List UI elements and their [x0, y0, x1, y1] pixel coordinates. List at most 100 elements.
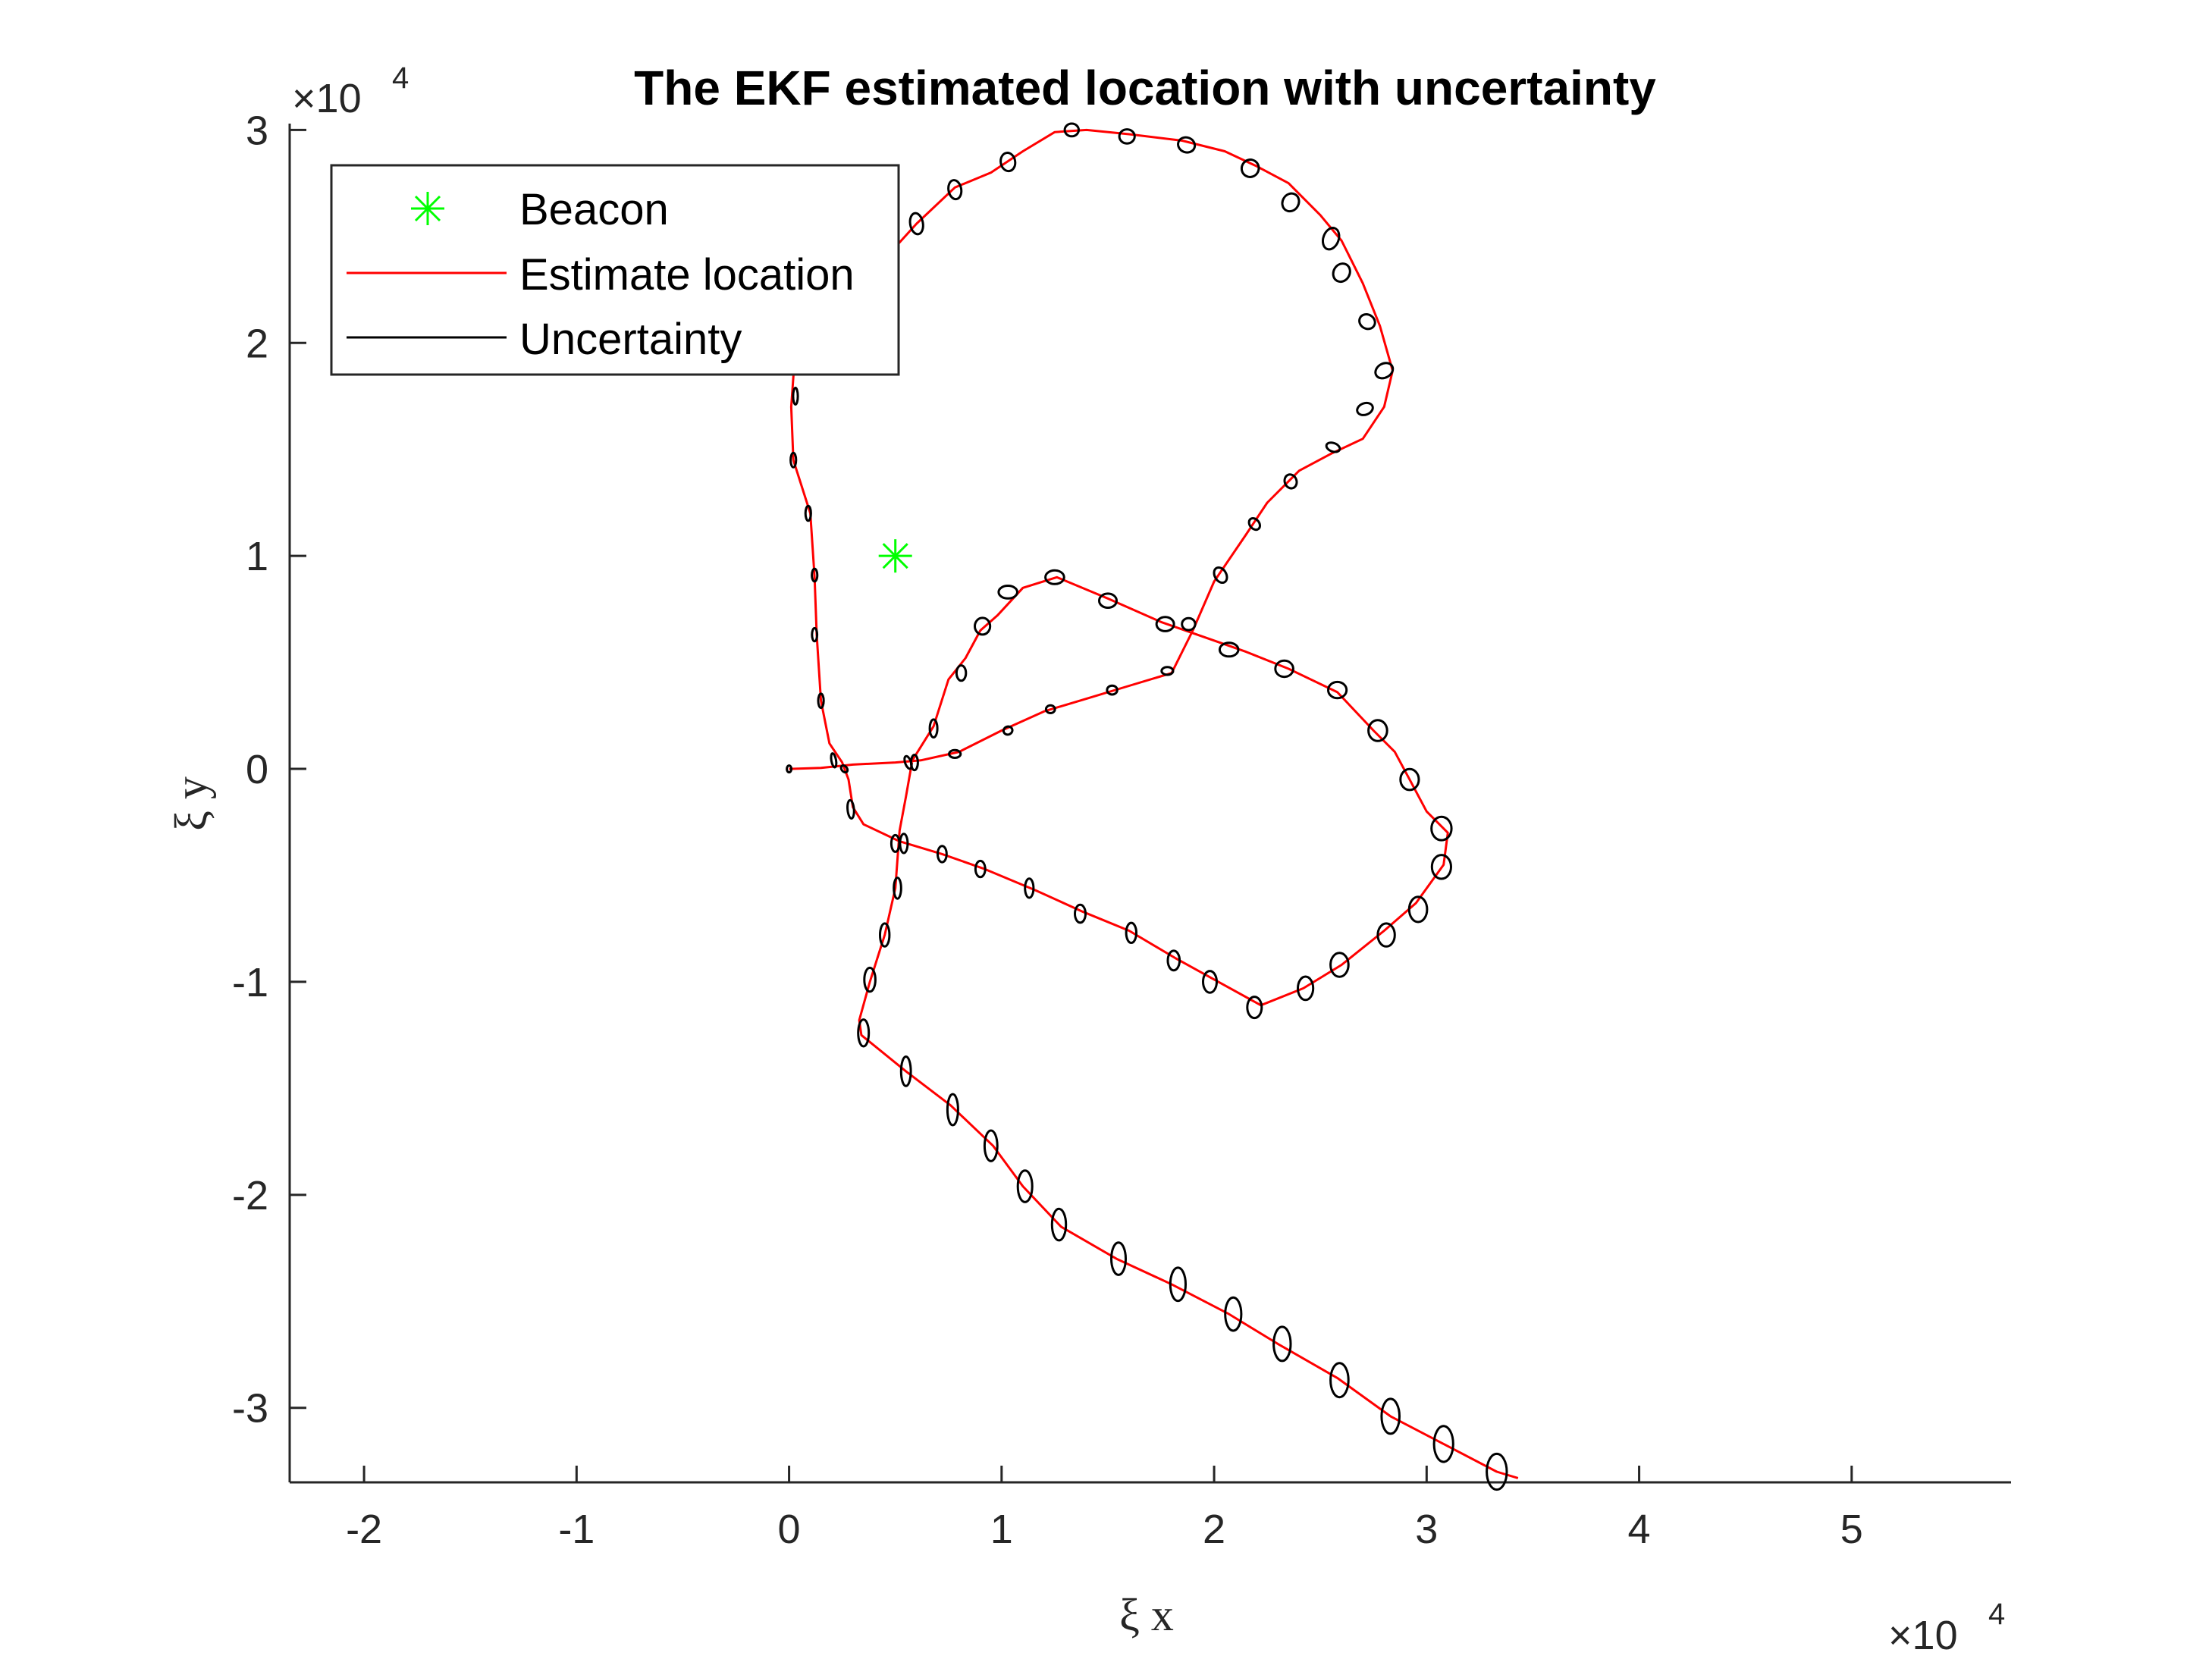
- x-tick-label: -1: [558, 1507, 595, 1552]
- uncertainty-ellipse: [893, 877, 902, 900]
- legend-box: [330, 164, 900, 376]
- uncertainty-ellipse: [1374, 362, 1395, 380]
- y-tick-label: -3: [232, 1386, 268, 1432]
- x-ticks: -2 -1 0 1 2 3 4 5: [346, 1466, 1863, 1552]
- x-tick-label: 2: [1203, 1507, 1225, 1552]
- legend-beacon-marker: [411, 192, 444, 225]
- y-tick-label: -1: [232, 960, 268, 1005]
- y-ticks: -3 -2 -1 0 1 2 3: [232, 108, 306, 1432]
- x-tick-label: 4: [1628, 1507, 1651, 1552]
- uncertainty-ellipse: [1098, 592, 1118, 610]
- uncertainty-ellipse: [1297, 975, 1315, 1002]
- uncertainty-ellipse: [811, 567, 819, 583]
- uncertainty-ellipse: [1325, 441, 1341, 453]
- uncertainty-ellipse: [928, 718, 939, 739]
- legend-item-uncertainty: Uncertainty: [347, 315, 742, 364]
- legend-label-uncertainty: Uncertainty: [519, 315, 742, 364]
- legend-label-estimate: Estimate location: [519, 250, 855, 299]
- uncertainty-ellipse: [974, 616, 992, 636]
- uncertainty-ellipse: [908, 212, 924, 236]
- y-tick-label: 2: [246, 321, 268, 366]
- svg-text:×10: ×10: [292, 76, 362, 121]
- uncertainty-ellipse: [811, 626, 819, 643]
- x-tick-label: 3: [1415, 1507, 1438, 1552]
- legend: Beacon Estimate location Uncertainty: [330, 164, 900, 376]
- uncertainty-ellipse: [948, 748, 962, 760]
- uncertainty-ellipse: [846, 798, 855, 820]
- y-tick-label: 0: [246, 747, 268, 792]
- uncertainty-ellipse: [1110, 1241, 1127, 1276]
- uncertainty-ellipse: [1160, 666, 1175, 676]
- uncertainty-ellipse: [857, 1018, 871, 1048]
- y-tick-label: -2: [232, 1173, 268, 1218]
- uncertainty-ellipse: [863, 966, 877, 993]
- uncertainty-ellipse: [946, 1093, 959, 1127]
- uncertainty-ellipse: [1106, 684, 1119, 696]
- uncertainty-ellipse: [1181, 616, 1197, 632]
- legend-item-estimate: Estimate location: [347, 250, 855, 299]
- uncertainty-ellipse: [1213, 566, 1228, 585]
- uncertainty-ellipse: [1281, 192, 1301, 213]
- x-multiplier: ×10 4: [1888, 1598, 2005, 1658]
- uncertainty-ellipse: [1247, 517, 1261, 532]
- uncertainty-ellipse: [1407, 895, 1429, 924]
- uncertainty-ellipse: [1430, 854, 1453, 880]
- uncertainty-ellipse: [1327, 680, 1348, 700]
- uncertainty-ellipse: [817, 692, 825, 710]
- uncertainty-ellipse: [792, 387, 799, 406]
- uncertainty-ellipse: [830, 752, 838, 769]
- uncertainty-ellipse: [789, 451, 798, 469]
- legend-label-beacon: Beacon: [519, 185, 669, 234]
- uncertainty-ellipse: [1332, 262, 1351, 284]
- uncertainty-ellipse: [786, 764, 793, 774]
- uncertainty-ellipse: [947, 179, 963, 201]
- uncertainty-ellipse: [1044, 569, 1065, 585]
- uncertainty-ellipse: [1063, 122, 1081, 138]
- uncertainty-ellipse: [1367, 719, 1388, 742]
- y-axis-label: ξ y: [166, 776, 216, 831]
- uncertainty-ellipse: [983, 1129, 999, 1162]
- beacon-marker: [878, 539, 912, 573]
- x-tick-label: 1: [990, 1507, 1013, 1552]
- uncertainty-ellipse: [1321, 227, 1341, 251]
- svg-text:×10: ×10: [1888, 1613, 1958, 1658]
- uncertainty-ellipse: [1329, 952, 1350, 978]
- svg-text:4: 4: [392, 61, 409, 95]
- uncertainty-ellipse: [1432, 1425, 1454, 1463]
- uncertainty-ellipse: [909, 754, 919, 772]
- y-tick-label: 1: [246, 534, 268, 579]
- uncertainty-ellipse: [1118, 128, 1136, 145]
- uncertainty-ellipse: [1272, 1325, 1292, 1363]
- uncertainty-ellipse: [1399, 767, 1420, 792]
- uncertainty-ellipse: [1246, 996, 1263, 1020]
- uncertainty-ellipse: [1358, 313, 1376, 331]
- uncertainty-ellipse: [1224, 1296, 1243, 1332]
- uncertainty-ellipse: [1202, 970, 1218, 994]
- uncertainty-ellipse: [1486, 1452, 1508, 1491]
- uncertainty-ellipse: [1380, 1397, 1401, 1435]
- uncertainty-ellipse: [1050, 1207, 1068, 1242]
- uncertainty-ellipse: [1177, 136, 1197, 154]
- y-multiplier: ×10 4: [292, 61, 409, 121]
- uncertainty-ellipse: [879, 922, 891, 948]
- beacon-stroke: [882, 543, 908, 569]
- uncertainty-ellipse: [1376, 922, 1396, 948]
- uncertainty-ellipse-layer: [786, 122, 1508, 1491]
- uncertainty-ellipse: [999, 152, 1017, 173]
- x-axis-label: ξ x: [1119, 1590, 1174, 1640]
- uncertainty-ellipse: [1166, 949, 1181, 972]
- uncertainty-ellipse: [955, 664, 968, 682]
- x-tick-label: 5: [1840, 1507, 1863, 1552]
- uncertainty-ellipse: [1125, 921, 1138, 945]
- x-tick-label: 0: [778, 1507, 801, 1552]
- uncertainty-ellipse: [1356, 401, 1374, 416]
- uncertainty-ellipse: [1155, 616, 1175, 632]
- uncertainty-ellipse: [1044, 704, 1056, 715]
- uncertainty-ellipse: [1074, 903, 1087, 924]
- uncertainty-ellipse: [1240, 158, 1260, 178]
- uncertainty-ellipse: [997, 585, 1018, 600]
- y-tick-label: 3: [246, 108, 268, 153]
- uncertainty-ellipse: [1016, 1169, 1034, 1203]
- uncertainty-ellipse: [1430, 815, 1453, 842]
